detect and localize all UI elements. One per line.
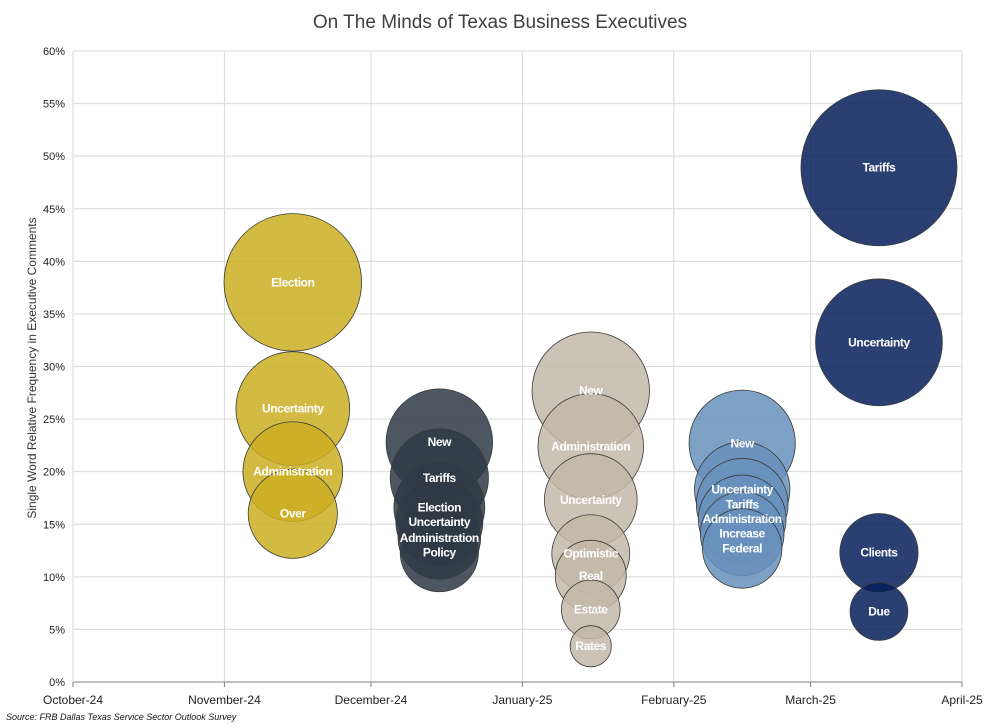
bubble-label: Increase — [719, 527, 765, 541]
bubble-label: Clients — [860, 546, 898, 560]
bubble-plot-area: ElectionUncertaintyAdministrationOverNew… — [223, 89, 958, 668]
bubble-label: Tariffs — [862, 161, 896, 175]
bubble-rates — [569, 625, 612, 668]
bubble-due — [849, 582, 909, 641]
bubble-label: Due — [868, 605, 890, 619]
bubble-label: Rates — [575, 639, 606, 653]
bubble-label: Administration — [253, 465, 332, 479]
bubble-tariffs — [800, 89, 958, 247]
bubble-label: Tariffs — [423, 471, 457, 485]
chart-title: On The Minds of Texas Business Executive… — [313, 12, 687, 33]
y-tick-label: 20% — [43, 467, 65, 479]
x-tick-label: November-24 — [188, 693, 261, 707]
bubble-policy — [399, 513, 479, 593]
y-tick-label: 15% — [43, 519, 65, 531]
bubble-election — [223, 213, 362, 352]
bubble-label: Uncertainty — [848, 335, 910, 349]
bubble-label: New — [730, 436, 755, 450]
bubble-label: Administration — [551, 439, 630, 453]
bubble-label: New — [579, 384, 604, 398]
y-tick-label: 60% — [43, 46, 65, 58]
y-tick-label: 25% — [43, 414, 65, 426]
y-tick-label: 5% — [49, 624, 65, 636]
y-axis-title: Single Word Relative Frequency in Execut… — [25, 217, 39, 518]
y-tick-label: 10% — [43, 572, 65, 584]
bubble-federal — [702, 508, 783, 589]
bubble-label: Uncertainty — [409, 515, 471, 529]
y-tick-label: 0% — [49, 677, 65, 689]
source-note: Source: FRB Dallas Texas Service Sector … — [6, 712, 237, 722]
x-tick-label: December-24 — [335, 693, 408, 707]
bubble-label: Uncertainty — [711, 483, 773, 497]
bubble-label: Optimistic — [563, 547, 618, 561]
y-tick-label: 30% — [43, 362, 65, 374]
x-tick-label: April-25 — [941, 693, 983, 707]
bubble-label: Administration — [400, 531, 479, 545]
x-tick-label: February-25 — [641, 693, 707, 707]
y-tick-label: 35% — [43, 309, 65, 321]
y-tick-label: 40% — [43, 256, 65, 268]
bubble-label: Real — [579, 569, 603, 583]
x-tick-label: October-24 — [43, 693, 103, 707]
x-tick-label: January-25 — [492, 693, 552, 707]
bubble-uncertainty — [815, 278, 943, 407]
bubble-label: Policy — [423, 546, 457, 560]
y-tick-label: 50% — [43, 151, 65, 163]
bubble-label: Uncertainty — [262, 402, 324, 416]
bubble-label: Estate — [574, 602, 608, 616]
bubble-label: Election — [418, 500, 462, 514]
bubble-label: Uncertainty — [560, 493, 622, 507]
axes: 0% 5% 10% 15% 20% 25% 30% 35% 40% 45% 50% 55% 60% Oct… — [43, 46, 983, 707]
bubble-label: Administration — [703, 512, 782, 526]
bubble-label: Over — [280, 507, 306, 521]
bubble-over — [247, 468, 338, 559]
bubble-label: Federal — [722, 541, 762, 555]
bubble-label: Tariffs — [726, 497, 760, 511]
gridlines — [73, 50, 963, 682]
bubble-label: New — [428, 435, 453, 449]
y-tick-label: 45% — [43, 204, 65, 216]
x-tick-label: March-25 — [785, 693, 836, 707]
bubble-label: Election — [271, 275, 315, 289]
y-tick-label: 55% — [43, 99, 65, 111]
